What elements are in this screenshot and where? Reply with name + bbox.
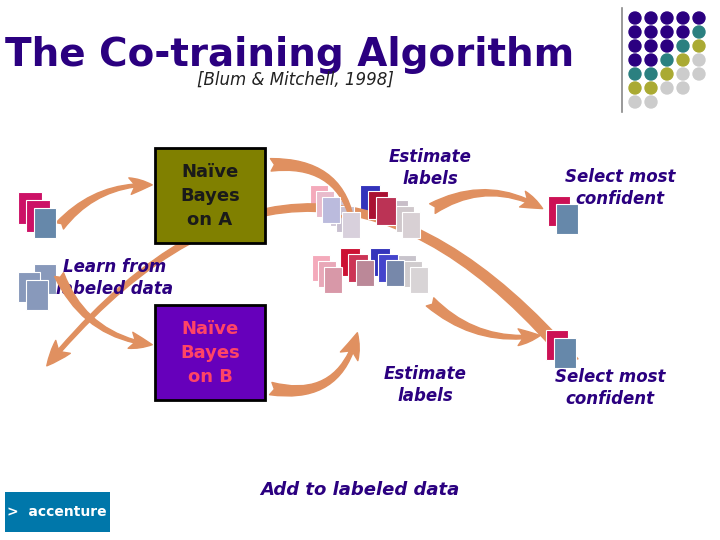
Circle shape bbox=[645, 54, 657, 66]
Circle shape bbox=[629, 82, 641, 94]
Text: Select most
confident: Select most confident bbox=[554, 368, 665, 408]
Bar bbox=[390, 200, 408, 226]
Text: >  accenture: > accenture bbox=[7, 505, 107, 519]
Circle shape bbox=[629, 68, 641, 80]
Circle shape bbox=[645, 12, 657, 24]
Circle shape bbox=[629, 54, 641, 66]
Circle shape bbox=[645, 68, 657, 80]
Text: Select most
confident: Select most confident bbox=[564, 168, 675, 208]
Text: [Blum & Mitchell, 1998]: [Blum & Mitchell, 1998] bbox=[197, 71, 393, 89]
Bar bbox=[402, 212, 420, 238]
Text: Estimate
labels: Estimate labels bbox=[389, 148, 472, 188]
Circle shape bbox=[693, 12, 705, 24]
Bar bbox=[356, 260, 374, 286]
Bar bbox=[554, 338, 576, 368]
FancyArrowPatch shape bbox=[47, 204, 578, 367]
Bar bbox=[18, 192, 42, 224]
Circle shape bbox=[629, 12, 641, 24]
Bar bbox=[312, 255, 330, 281]
Circle shape bbox=[693, 26, 705, 38]
Bar bbox=[370, 248, 390, 276]
Text: Learn from
labeled data: Learn from labeled data bbox=[56, 258, 174, 298]
Circle shape bbox=[677, 12, 689, 24]
Circle shape bbox=[629, 26, 641, 38]
Bar bbox=[348, 254, 368, 282]
Circle shape bbox=[645, 82, 657, 94]
Text: Naïve
Bayes
on A: Naïve Bayes on A bbox=[180, 164, 240, 228]
Bar bbox=[360, 185, 380, 213]
FancyBboxPatch shape bbox=[155, 148, 265, 243]
FancyArrowPatch shape bbox=[430, 190, 543, 213]
FancyArrowPatch shape bbox=[271, 159, 359, 237]
Bar bbox=[342, 212, 360, 238]
Circle shape bbox=[629, 40, 641, 52]
Bar bbox=[26, 200, 50, 232]
Bar bbox=[548, 196, 570, 226]
Bar bbox=[336, 206, 354, 232]
Circle shape bbox=[629, 96, 641, 108]
Bar bbox=[340, 248, 360, 276]
Bar bbox=[310, 185, 328, 211]
Circle shape bbox=[661, 12, 673, 24]
Bar bbox=[324, 267, 342, 293]
Circle shape bbox=[645, 26, 657, 38]
Bar bbox=[376, 197, 396, 225]
Bar bbox=[556, 204, 578, 234]
Bar bbox=[318, 261, 336, 287]
FancyArrowPatch shape bbox=[55, 273, 152, 348]
Bar bbox=[546, 330, 568, 360]
FancyArrowPatch shape bbox=[426, 298, 540, 346]
Circle shape bbox=[693, 40, 705, 52]
FancyBboxPatch shape bbox=[5, 492, 110, 532]
Circle shape bbox=[661, 54, 673, 66]
Bar bbox=[398, 255, 416, 281]
Text: Add to labeled data: Add to labeled data bbox=[261, 481, 459, 499]
FancyArrowPatch shape bbox=[269, 333, 359, 396]
FancyBboxPatch shape bbox=[155, 305, 265, 400]
Circle shape bbox=[645, 96, 657, 108]
Circle shape bbox=[693, 54, 705, 66]
Text: The Co-training Algorithm: The Co-training Algorithm bbox=[5, 36, 575, 74]
Circle shape bbox=[661, 68, 673, 80]
Circle shape bbox=[677, 82, 689, 94]
Circle shape bbox=[677, 54, 689, 66]
Circle shape bbox=[693, 68, 705, 80]
Bar bbox=[18, 272, 40, 302]
Bar bbox=[404, 261, 422, 287]
Circle shape bbox=[661, 82, 673, 94]
Circle shape bbox=[661, 40, 673, 52]
Bar bbox=[410, 267, 428, 293]
Circle shape bbox=[677, 26, 689, 38]
Circle shape bbox=[677, 40, 689, 52]
Bar bbox=[34, 208, 56, 238]
Circle shape bbox=[645, 40, 657, 52]
Bar bbox=[26, 280, 48, 310]
Circle shape bbox=[677, 68, 689, 80]
Bar bbox=[322, 197, 340, 223]
Text: Naïve
Bayes
on B: Naïve Bayes on B bbox=[180, 320, 240, 386]
Bar bbox=[34, 264, 56, 294]
Bar bbox=[396, 206, 414, 232]
Bar bbox=[316, 191, 334, 217]
Bar bbox=[368, 191, 388, 219]
Circle shape bbox=[661, 26, 673, 38]
Bar bbox=[386, 260, 404, 286]
Bar bbox=[378, 254, 398, 282]
Bar bbox=[330, 200, 348, 226]
FancyArrowPatch shape bbox=[56, 178, 152, 229]
Text: Estimate
labels: Estimate labels bbox=[384, 365, 467, 405]
